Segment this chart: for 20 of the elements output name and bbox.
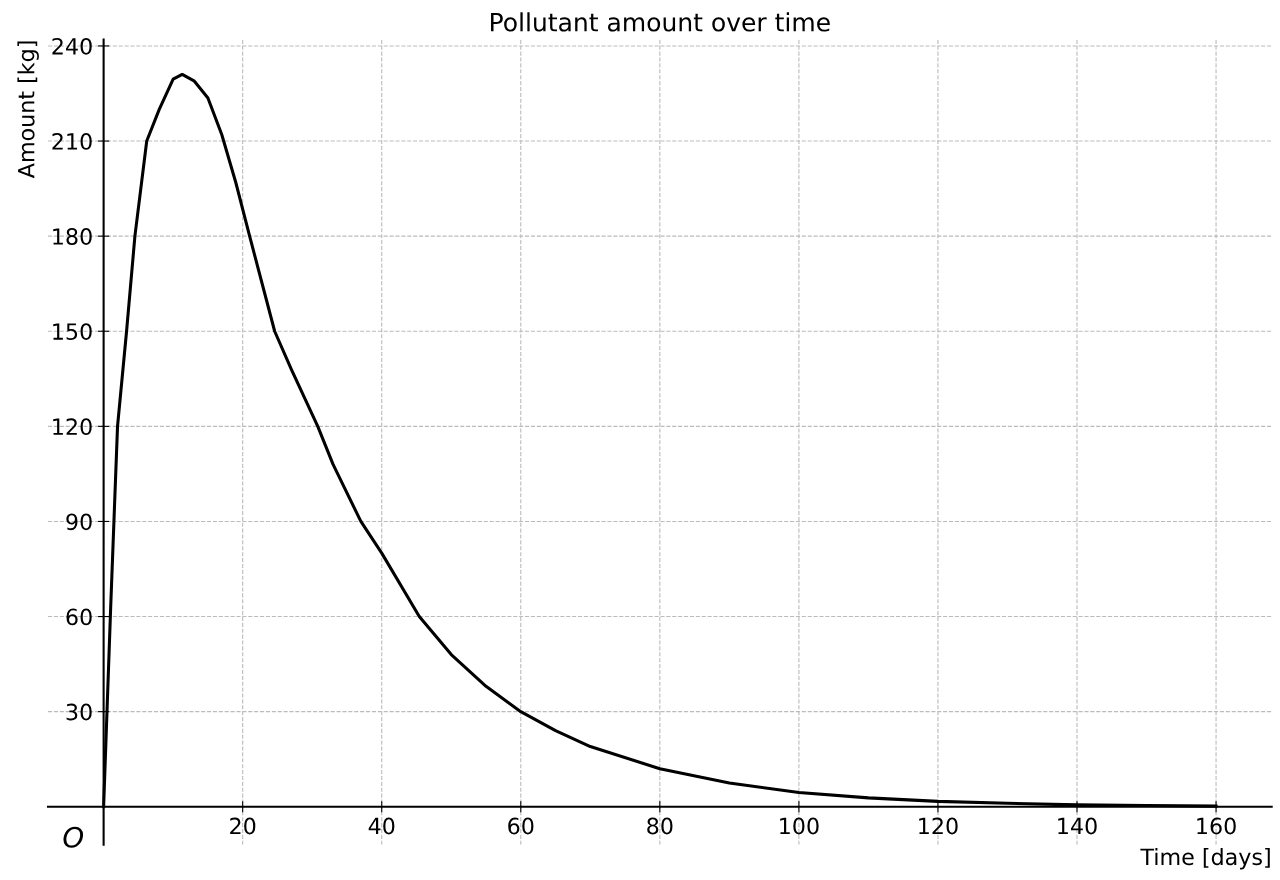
x-tick-label: 80 [647,817,673,835]
y-tick-label: 150 [53,323,92,341]
x-tick-label: 160 [1197,817,1236,835]
y-tick-label: 180 [53,228,92,245]
x-tick-label: 120 [919,817,958,835]
y-tick-label: 60 [66,608,92,626]
y-tick-label: 240 [52,37,92,55]
x-tick-label: 100 [780,817,819,835]
x-tick-label: 40 [368,817,395,835]
x-axis-title: Time [days] [1140,848,1270,870]
y-tick-label: 210 [52,132,92,150]
x-tick-label: 20 [230,817,256,835]
y-tick-label: 30 [66,703,92,721]
y-tick-label: 90 [66,513,92,531]
x-tick-label: 60 [508,817,534,835]
y-tick-label: 120 [53,418,92,436]
annotation: O [63,826,84,848]
y-axis-title: Amount [kg] [17,41,39,179]
x-tick-label: 140 [1058,817,1097,835]
chart-title: Pollutant amount over time [491,12,830,32]
